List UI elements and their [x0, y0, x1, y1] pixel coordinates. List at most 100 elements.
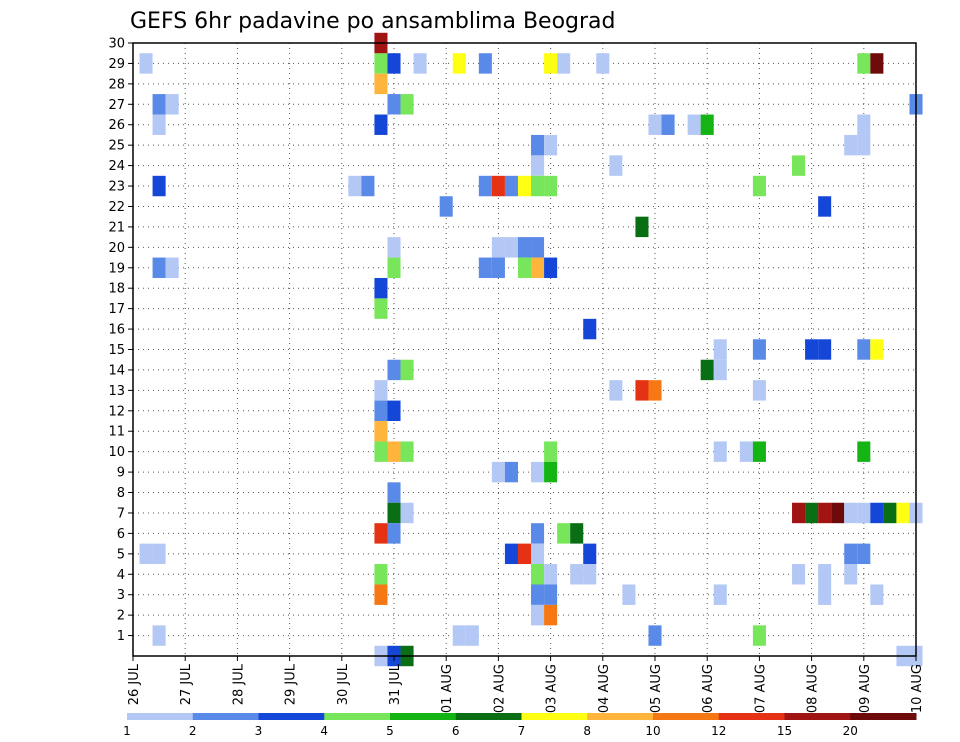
precip-cell — [531, 237, 545, 258]
precip-cell — [792, 502, 806, 524]
precip-cell — [857, 134, 871, 156]
precip-cell — [544, 461, 558, 483]
precip-cell — [400, 94, 414, 115]
precip-cell — [805, 502, 819, 524]
precip-cell — [387, 400, 401, 422]
colorbar-swatch — [718, 713, 785, 720]
precip-cell — [818, 339, 832, 360]
colorbar-label: 3 — [255, 724, 263, 738]
colorbar-swatch — [127, 713, 194, 720]
colorbar-swatch — [258, 713, 325, 720]
precip-cell — [739, 441, 753, 462]
precip-cell — [844, 134, 858, 156]
precip-cell — [374, 114, 388, 135]
x-tick-label: 26 JUL — [127, 663, 142, 705]
precip-cell — [713, 339, 727, 360]
y-tick-label: 24 — [108, 159, 125, 174]
precip-cell — [844, 564, 858, 585]
precip-cell — [570, 523, 584, 544]
precip-cell — [805, 339, 819, 360]
precip-cell — [387, 257, 401, 278]
precip-cell — [478, 257, 492, 278]
precip-cell — [491, 257, 505, 278]
y-tick-label: 7 — [117, 506, 125, 521]
colorbar-label: 2 — [189, 724, 197, 738]
y-tick-label: 25 — [108, 139, 125, 154]
precip-cell — [844, 543, 858, 565]
precip-cell — [818, 502, 832, 524]
x-tick-label: 01 AUG — [440, 664, 455, 713]
precip-cell — [596, 53, 610, 74]
y-tick-label: 6 — [117, 527, 125, 542]
x-tick-label: 03 AUG — [545, 664, 560, 713]
y-tick-label: 1 — [117, 629, 125, 644]
x-tick-label: 28 JUL — [231, 663, 246, 705]
y-tick-label: 2 — [117, 609, 125, 624]
x-tick-label: 06 AUG — [701, 664, 716, 713]
precip-cell — [387, 523, 401, 544]
x-tick-label: 27 JUL — [179, 663, 194, 705]
y-tick-label: 30 — [108, 37, 125, 52]
precip-cell — [374, 421, 388, 442]
colorbar-swatch — [784, 713, 851, 720]
precip-cell — [635, 216, 649, 238]
precip-cell — [491, 461, 505, 483]
grid-lines — [133, 43, 916, 656]
precip-cell — [752, 380, 766, 401]
precip-cell — [583, 543, 597, 565]
precip-cell — [752, 625, 766, 646]
precip-cell — [609, 155, 623, 176]
precip-cell — [152, 543, 166, 565]
x-tick-label: 08 AUG — [806, 664, 821, 713]
precip-cell — [478, 175, 492, 197]
precip-cell — [387, 94, 401, 115]
precip-cell — [635, 380, 649, 401]
precip-cell — [713, 441, 727, 462]
precip-cell — [544, 175, 558, 197]
precip-cell — [504, 175, 518, 197]
precip-cell — [531, 134, 545, 156]
precip-cell — [531, 155, 545, 176]
precip-cell — [465, 625, 479, 646]
precip-cell — [374, 277, 388, 299]
precip-cell — [857, 53, 871, 74]
precip-cell — [374, 564, 388, 585]
y-tick-label: 13 — [108, 384, 125, 399]
y-tick-label: 28 — [108, 77, 125, 92]
x-tick-label: 04 AUG — [597, 664, 612, 713]
precip-cell — [557, 53, 571, 74]
x-tick-label: 31 JUL — [388, 663, 403, 705]
precip-cell — [400, 359, 414, 381]
chart-title: GEFS 6hr padavine po ansamblima Beograd — [130, 9, 616, 34]
precip-cell — [139, 543, 153, 565]
y-tick-label: 8 — [117, 486, 125, 501]
colorbar-label: 8 — [583, 724, 591, 738]
precip-cell — [361, 175, 375, 197]
colorbar-swatch — [521, 713, 588, 720]
precip-cell — [491, 237, 505, 258]
precip-cell — [374, 73, 388, 95]
precip-cell — [713, 359, 727, 381]
precip-cell — [452, 625, 466, 646]
x-tick-label: 30 JUL — [336, 663, 351, 705]
y-tick-label: 12 — [108, 404, 125, 419]
precip-cell — [857, 441, 871, 462]
precip-cell — [661, 114, 675, 135]
y-tick-label: 26 — [108, 118, 125, 133]
precip-cell — [387, 359, 401, 381]
y-tick-label: 16 — [108, 323, 125, 338]
precip-cell — [687, 114, 701, 135]
colorbar: 1 2 3 4 5 6 7 8 10 12 15 20 — [123, 713, 917, 738]
precip-cell — [531, 257, 545, 278]
colorbar-label: 6 — [452, 724, 460, 738]
precip-cell — [583, 318, 597, 340]
precip-cell — [387, 502, 401, 524]
precip-cell — [700, 114, 714, 135]
precip-cell — [374, 584, 388, 605]
precip-cell — [870, 339, 884, 360]
precip-cell — [139, 53, 153, 74]
precip-cell — [517, 175, 532, 197]
precip-cell — [531, 543, 545, 565]
colorbar-swatch — [587, 713, 654, 720]
precip-cell — [752, 441, 766, 462]
